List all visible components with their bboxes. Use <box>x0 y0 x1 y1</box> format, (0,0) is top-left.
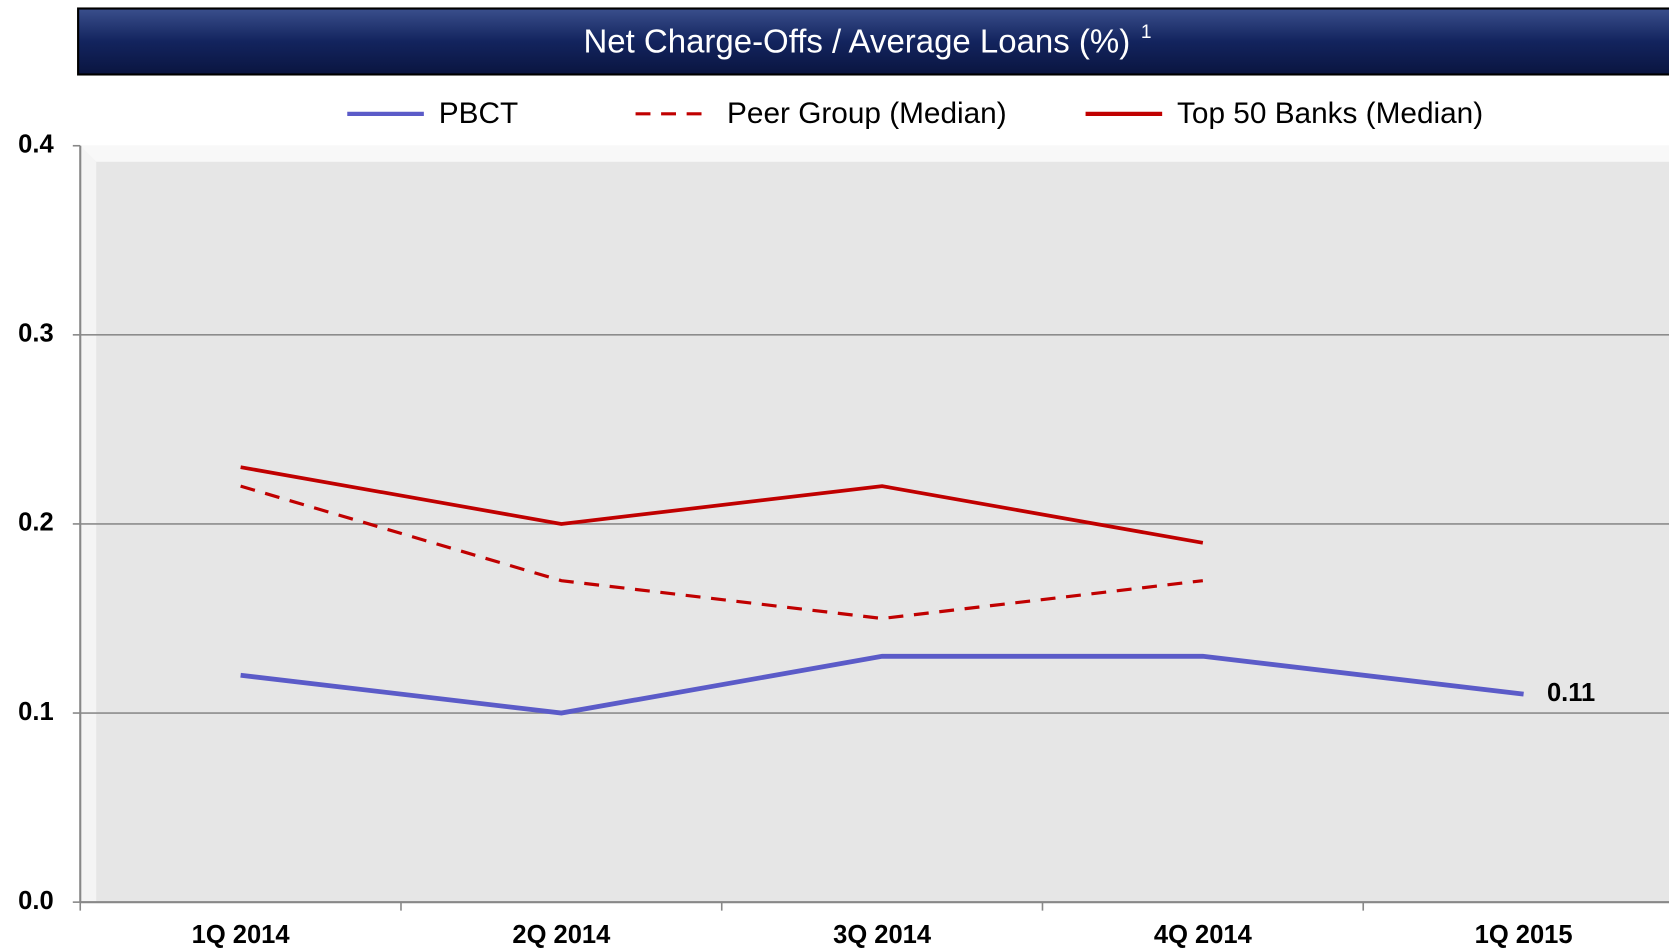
data-label: 0.11 <box>1547 679 1595 707</box>
x-tick-label: 3Q 2014 <box>833 921 932 949</box>
legend-label: PBCT <box>439 97 518 130</box>
x-tick-label: 2Q 2014 <box>512 921 611 949</box>
title-bar <box>77 7 1669 76</box>
y-tick-label: 0.2 <box>18 509 53 537</box>
series-line <box>240 465 1204 545</box>
series-line <box>240 653 1524 716</box>
plot-edge <box>80 145 1669 162</box>
x-tick-label: 4Q 2014 <box>1154 921 1253 949</box>
chart-title: Net Charge-Offs / Average Loans (%) 1 <box>583 22 1151 59</box>
x-tick-label: 1Q 2014 <box>192 921 291 949</box>
y-tick-label: 0.3 <box>18 320 53 348</box>
legend-label: Top 50 Banks (Median) <box>1177 97 1483 130</box>
title-footnote: 1 <box>1141 22 1152 43</box>
y-tick-label: 0.4 <box>18 130 54 158</box>
y-tick-label: 0.0 <box>18 887 53 915</box>
series-line <box>240 484 1204 621</box>
legend-label: Peer Group (Median) <box>727 97 1007 130</box>
y-tick-label: 0.1 <box>18 698 53 726</box>
title-text: Net Charge-Offs / Average Loans (%) <box>583 22 1130 59</box>
x-tick-label: 1Q 2015 <box>1475 921 1573 949</box>
